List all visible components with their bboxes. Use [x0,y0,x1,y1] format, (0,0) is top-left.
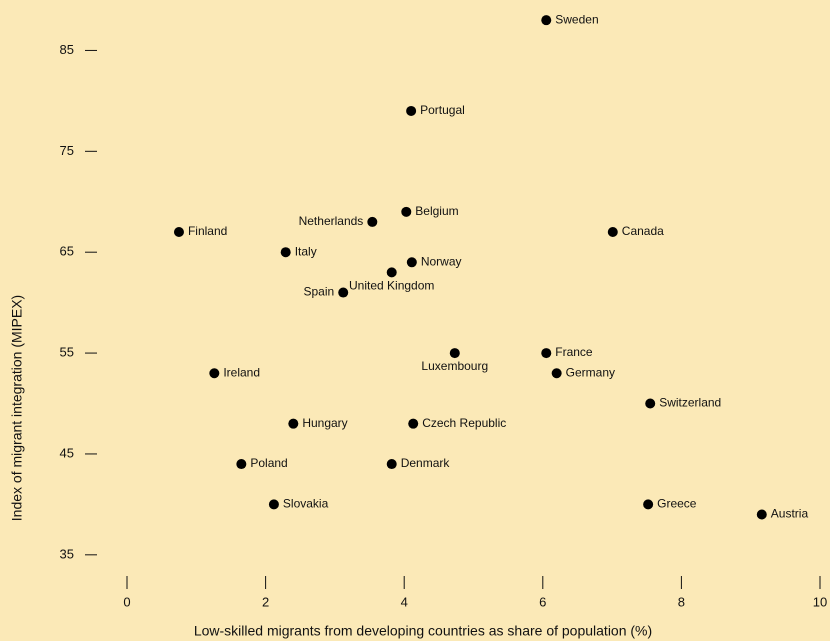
point [756,509,767,520]
point-label: Norway [421,254,462,268]
point [645,398,656,409]
y-tick-label: 75 [60,143,74,158]
point-label: Greece [657,497,697,511]
point-label: United Kingdom [349,279,434,293]
point [386,459,397,470]
point [367,216,378,227]
point-label: Poland [250,456,287,470]
point [288,418,299,429]
point [209,368,220,379]
point [268,499,279,510]
point [607,227,618,238]
point [406,257,417,268]
x-axis-label: Low-skilled migrants from developing cou… [194,623,652,639]
y-tick-label: 55 [60,345,74,360]
point-label: Finland [188,224,227,238]
point [541,15,552,26]
point [541,348,552,359]
point [408,418,419,429]
point [386,267,397,278]
point [551,368,562,379]
point-label: Switzerland [659,396,721,410]
point-label: Belgium [415,204,458,218]
x-tick-label: 6 [539,594,546,609]
point-label: France [555,345,593,359]
x-tick-label: 0 [123,594,130,609]
point-label: Ireland [223,365,260,379]
y-axis-label: Index of migrant integration (MIPEX) [9,295,25,521]
point-label: Luxembourg [421,359,488,373]
point-label: Italy [295,244,317,258]
point [643,499,654,510]
y-tick-label: 35 [60,546,74,561]
point [401,206,412,217]
point-label: Netherlands [299,214,364,228]
point-label: Germany [566,365,615,379]
point [449,348,460,359]
point-label: Canada [622,224,664,238]
point-label: Austria [771,507,809,521]
x-tick-label: 8 [678,594,685,609]
point-label: Denmark [401,456,451,470]
y-tick-label: 65 [60,244,74,259]
x-tick-label: 10 [813,594,827,609]
point [338,287,349,298]
y-tick-label: 85 [60,42,74,57]
point [173,227,184,238]
point-label: Czech Republic [422,416,506,430]
point-label: Sweden [555,12,598,26]
point-label: Slovakia [283,497,329,511]
y-tick-label: 45 [60,445,74,460]
x-tick-label: 2 [262,594,269,609]
point-label: Portugal [420,103,465,117]
point [280,247,291,258]
point-label: Spain [304,285,335,299]
point [236,459,247,470]
point-label: Hungary [302,416,347,430]
x-tick-label: 4 [401,594,408,609]
point [406,105,417,116]
